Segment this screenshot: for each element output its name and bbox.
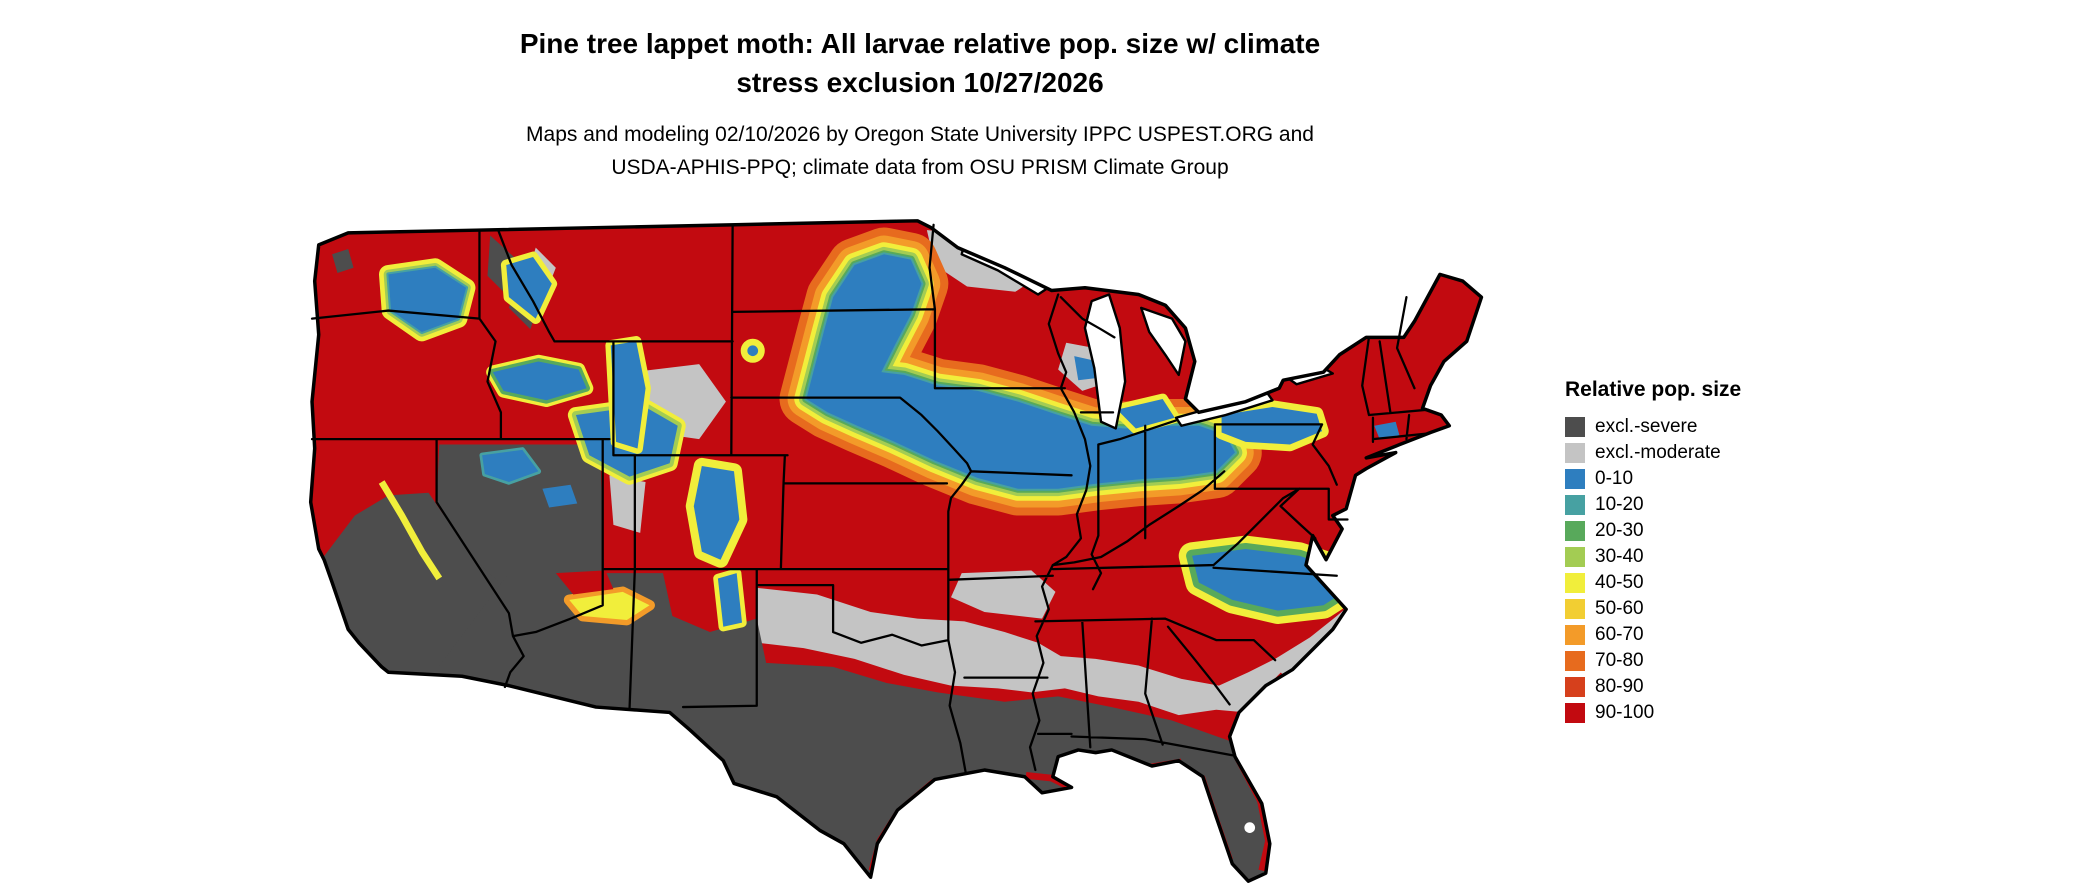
legend-items: excl.-severe excl.-moderate 0-10 10-20 20-30… xyxy=(1565,414,1825,726)
raster-layer xyxy=(310,220,1482,882)
legend-swatch xyxy=(1565,521,1585,541)
us-outline xyxy=(308,219,1484,883)
legend-swatch xyxy=(1565,417,1585,437)
map-subtitle: Maps and modeling 02/10/2026 by Oregon S… xyxy=(0,118,1840,184)
legend-item: 80-90 xyxy=(1565,674,1825,700)
legend-item: 30-40 xyxy=(1565,544,1825,570)
us-risk-map xyxy=(308,214,1527,884)
legend-swatch xyxy=(1565,547,1585,567)
raster-blob xyxy=(555,570,614,595)
legend-item-label: 60-70 xyxy=(1595,624,1644,645)
raster-blob xyxy=(609,475,646,533)
legend-item-label: excl.-severe xyxy=(1595,416,1698,437)
legend-item: 0-10 xyxy=(1565,466,1825,492)
raster-blob xyxy=(747,345,759,357)
legend-item-label: 50-60 xyxy=(1595,598,1644,619)
lake-michigan xyxy=(1083,293,1127,430)
legend-item: excl.-severe xyxy=(1565,414,1825,440)
legend-item-label: 10-20 xyxy=(1595,494,1644,515)
map-title-line2: stress exclusion 10/27/2026 xyxy=(736,67,1104,98)
map-title-line1: Pine tree lappet moth: All larvae relati… xyxy=(519,28,1321,59)
map-subtitle-line1: Maps and modeling 02/10/2026 by Oregon S… xyxy=(526,123,1314,146)
legend-item-label: excl.-moderate xyxy=(1595,442,1721,463)
legend-swatch xyxy=(1565,443,1585,463)
legend-item-label: 80-90 xyxy=(1595,676,1644,697)
legend-item: 40-50 xyxy=(1565,570,1825,596)
us-map-svg xyxy=(308,219,1484,883)
legend-swatch xyxy=(1565,573,1585,593)
legend-item: 20-30 xyxy=(1565,518,1825,544)
legend-item: 90-100 xyxy=(1565,700,1825,726)
legend-swatch xyxy=(1565,651,1585,671)
legend-item: 50-60 xyxy=(1565,596,1825,622)
legend-item-label: 0-10 xyxy=(1595,468,1634,489)
legend-item: excl.-moderate xyxy=(1565,440,1825,466)
legend-item: 10-20 xyxy=(1565,492,1825,518)
legend-item: 60-70 xyxy=(1565,622,1825,648)
legend-swatch xyxy=(1565,599,1585,619)
legend-item-label: 40-50 xyxy=(1595,572,1644,593)
legend-swatch xyxy=(1565,677,1585,697)
legend-title: Relative pop. size xyxy=(1565,378,1742,401)
legend: Relative pop. size excl.-severe excl.-mod… xyxy=(1565,378,1825,726)
legend-item: 70-80 xyxy=(1565,648,1825,674)
legend-item-label: 90-100 xyxy=(1595,702,1655,723)
legend-item-label: 30-40 xyxy=(1595,546,1644,567)
legend-swatch xyxy=(1565,703,1585,723)
legend-swatch xyxy=(1565,495,1585,515)
raster-blob xyxy=(950,570,1056,619)
lake-okeechobee xyxy=(1244,822,1256,833)
lake-huron xyxy=(1140,306,1187,377)
raster-fringe xyxy=(378,480,443,581)
legend-swatch xyxy=(1565,469,1585,489)
legend-item-label: 20-30 xyxy=(1595,520,1644,541)
map-subtitle-line2: USDA-APHIS-PPQ; climate data from OSU PR… xyxy=(611,156,1229,179)
raster-blob xyxy=(756,587,1369,716)
state-borders xyxy=(310,223,1430,774)
map-header: Pine tree lappet moth: All larvae relati… xyxy=(0,24,1840,184)
legend-item-label: 70-80 xyxy=(1595,650,1644,671)
legend-swatch xyxy=(1565,625,1585,645)
raster-blob xyxy=(332,235,542,330)
